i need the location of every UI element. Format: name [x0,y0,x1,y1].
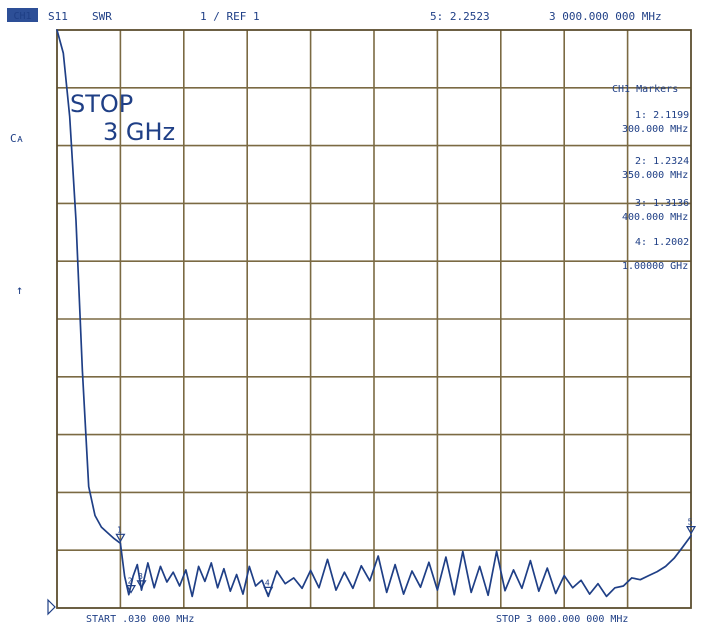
reference-position-icon [47,598,56,616]
marker-3-frequency: 400.000 MHz [622,212,688,223]
start-label: START .030 000 MHz [86,614,194,625]
marker-4-id: 4 [635,237,641,248]
marker-2-label: 2 [128,577,133,586]
marker-1-separator: : [641,110,653,121]
markers-title: CH1 Markers [612,84,678,95]
marker-2-value: 1.2324 [653,156,689,167]
marker-frequency: 3 000.000 000 MHz [549,10,662,23]
marker-3-line-1: 3: 1.3136 [635,198,689,209]
marker-2-line-1: 2: 1.2324 [635,156,689,167]
grid [57,30,691,608]
marker-5-label: 5 [688,518,693,527]
stop-label: STOP [70,90,133,118]
marker-3-id: 3 [635,198,641,209]
chart-footer: START .030 000 MHz STOP 3 000.000 000 MH… [86,614,628,625]
stop-overlay: STOP 3 GHz [70,90,175,146]
trace-group [56,29,692,598]
stop-value: 3 GHz [103,118,175,146]
marker-readout: 5: 2.2523 [430,10,490,23]
channel-badge-box [7,8,38,22]
scale-ref-label: 1 / REF 1 [200,10,260,23]
markers-panel: CH1 Markers 1: 2.1199 300.000 MHz 2: 1.2… [612,84,689,272]
marker-1-line-1: 1: 2.1199 [635,110,689,121]
channel-badge: CH1 [13,11,31,22]
ca-label: Cᴀ [10,132,23,145]
swr-series-1 [56,29,692,598]
parameter-label: S11 [48,10,68,23]
marker-4-value: 1.2002 [653,237,689,248]
marker-1-frequency: 300.000 MHz [622,124,688,135]
marker-2-triangle [125,585,137,594]
marker-4-label: 4 [265,578,270,587]
marker-1-label: 1 [117,525,122,534]
marker-3-label: 3 [138,572,143,581]
marker-1-value: 2.1199 [653,110,689,121]
marker-2-frequency: 350.000 MHz [622,170,688,181]
marker-4-triangle [263,586,274,596]
marker-3-separator: : [641,198,653,209]
marker-4-line-1: 4: 1.2002 [635,237,689,248]
stop-footer-label: STOP 3 000.000 000 MHz [496,614,628,625]
marker-1-id: 1 [635,110,641,121]
marker-3-value: 1.3136 [653,198,689,209]
marker-4-frequency: 1.00000 GHz [622,261,688,272]
plot-frame [56,29,692,609]
reference-arrow-icon: ↑ [16,283,23,297]
marker-2-id: 2 [635,156,641,167]
marker-4-separator: : [641,237,653,248]
marker-2-separator: : [641,156,653,167]
marker-3-triangle [136,580,147,590]
chart-header: CH1 S11 SWR 1 / REF 1 5: 2.2523 3 000.00… [7,8,662,23]
marker-1-triangle [115,533,126,543]
left-labels: Cᴀ ↑ [10,132,56,616]
format-label: SWR [92,10,112,23]
marker-5-triangle [685,526,697,535]
